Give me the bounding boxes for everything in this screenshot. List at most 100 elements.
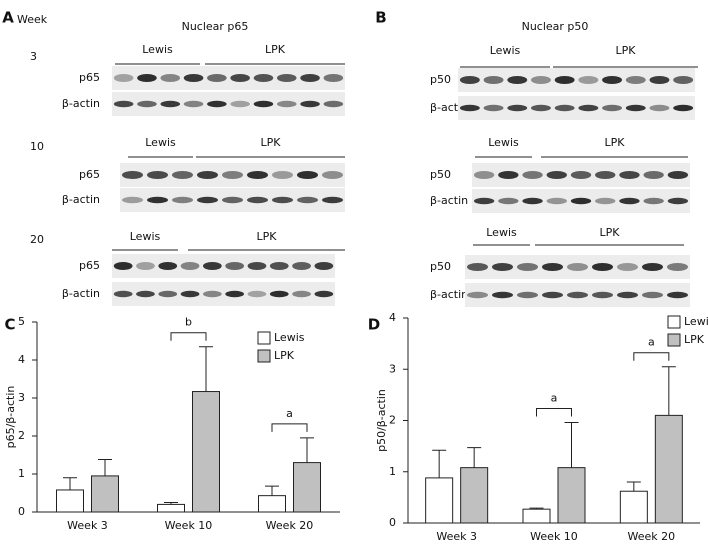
band-label: β-actin [62,97,100,110]
blot-band [147,196,168,204]
group-label: LPK [605,136,626,149]
blot-band [272,196,293,204]
band-label: β-actin [62,193,100,206]
blot-band [617,263,638,271]
blot-band [473,197,495,205]
blot-band [507,104,528,112]
blot-band [253,100,274,108]
group-label: Lewis [145,136,176,149]
legend-swatch [257,349,271,363]
bar [157,503,185,513]
blot-band [619,171,640,179]
panel-label: D [368,316,380,334]
blot-band [667,171,689,179]
blot-band [253,74,274,82]
week-label: 20 [30,233,44,246]
blot-band [642,291,663,299]
blot-band [222,171,243,179]
error-bar [265,485,279,496]
blot-band [225,290,245,298]
error-bar [300,437,314,463]
blot-band [122,171,143,179]
band-label: p65 [79,168,100,181]
group-label: Lewis [490,44,521,57]
blot-band [113,262,133,270]
blot-band [619,197,640,205]
group-label: LPK [257,230,278,243]
blot-band [297,171,318,179]
blot-band [578,104,599,112]
blot-band [567,263,588,271]
panel-label: C [4,316,15,334]
y-tick-label: 2 [389,414,396,427]
blot-band [247,196,268,204]
blot-band [570,197,592,205]
x-tick-label: Week 20 [628,530,676,543]
error-bar [199,346,213,392]
blot-band [300,100,320,108]
blot-band [183,74,204,82]
blot-band [522,197,543,205]
blot-band [202,262,222,270]
error-bar [432,449,447,478]
group-label: LPK [261,136,282,149]
blot-band [507,76,528,84]
legend-swatch [667,333,681,347]
blot-band [222,196,243,204]
blot-band [673,76,694,84]
blot-band [136,262,155,270]
blot-band [147,171,168,179]
bar [56,489,84,513]
blot-band [595,171,616,179]
blot-band [158,290,178,298]
significance-label: a [286,407,293,420]
significance-label: a [551,392,558,405]
bar [91,475,119,513]
blot-band [643,171,664,179]
blot-band [158,262,178,270]
x-tick-label: Week 20 [266,519,314,532]
error-bar [467,447,482,468]
blot-band [202,290,222,298]
blot-title: Nuclear p50 [522,20,589,33]
blot-band [207,74,227,82]
blot-title: Nuclear p65 [182,20,249,33]
blot-band [230,100,250,108]
blot-band [492,291,513,299]
blot-band [530,104,551,112]
blot-band [247,262,267,270]
y-tick-label: 1 [18,467,25,480]
blot-band [554,76,575,84]
x-tick-label: Week 10 [165,519,213,532]
legend-label: LPK [274,349,295,362]
blot-band [467,291,488,299]
bar [557,467,586,524]
blot-band [272,171,293,179]
blot-band [570,171,592,179]
bar [293,462,321,513]
blot-band [300,74,320,82]
blot-band [483,76,504,84]
blot-band [498,171,519,179]
y-tick-label: 3 [18,391,25,404]
legend-swatch [257,331,271,345]
band-label: p50 [430,260,451,273]
bar [654,414,683,524]
significance-label: b [185,316,192,329]
blot-band [172,196,193,204]
blot-band [323,100,344,108]
bar [522,508,551,524]
blot-band [673,104,694,112]
blot-band [269,262,289,270]
week-label: 3 [30,50,37,63]
blot-band [522,171,543,179]
week-header: Week [17,13,48,26]
legend-label: Lewis [684,315,708,328]
error-bar [63,477,77,490]
blot-band [180,262,200,270]
blot-band [542,263,563,271]
band-label: β-actin [430,194,468,207]
blot-band [617,291,638,299]
y-axis-label: p65/β-actin [4,386,17,449]
significance-bracket [170,332,207,341]
